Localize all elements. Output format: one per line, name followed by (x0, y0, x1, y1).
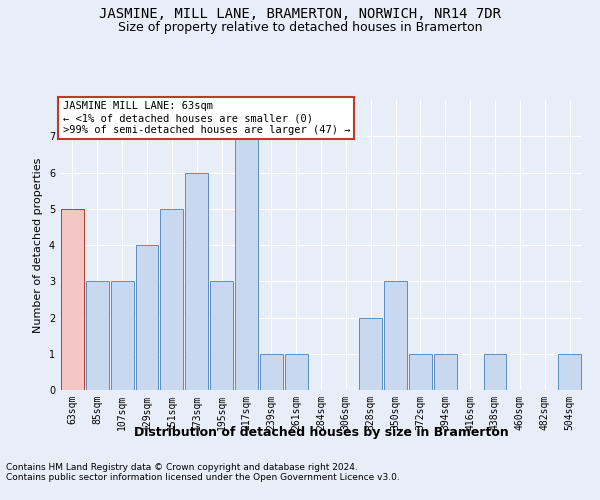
Text: JASMINE, MILL LANE, BRAMERTON, NORWICH, NR14 7DR: JASMINE, MILL LANE, BRAMERTON, NORWICH, … (99, 8, 501, 22)
Bar (434, 354, 457, 390)
Bar (409, 354, 432, 390)
Text: Size of property relative to detached houses in Bramerton: Size of property relative to detached ho… (118, 21, 482, 34)
Text: Contains HM Land Registry data © Crown copyright and database right 2024.: Contains HM Land Registry data © Crown c… (6, 464, 358, 472)
Bar (61, 209, 84, 390)
Bar (210, 281, 233, 390)
Text: JASMINE MILL LANE: 63sqm
← <1% of detached houses are smaller (0)
>99% of semi-d: JASMINE MILL LANE: 63sqm ← <1% of detach… (62, 102, 350, 134)
Y-axis label: Number of detached properties: Number of detached properties (34, 158, 43, 332)
Bar (235, 136, 258, 390)
Bar (359, 318, 382, 390)
Text: Distribution of detached houses by size in Bramerton: Distribution of detached houses by size … (134, 426, 508, 439)
Bar (484, 354, 506, 390)
Bar (260, 354, 283, 390)
Bar (285, 354, 308, 390)
Text: Contains public sector information licensed under the Open Government Licence v3: Contains public sector information licen… (6, 474, 400, 482)
Bar (136, 245, 158, 390)
Bar (558, 354, 581, 390)
Bar (185, 172, 208, 390)
Bar (111, 281, 134, 390)
Bar (384, 281, 407, 390)
Bar (160, 209, 183, 390)
Bar (86, 281, 109, 390)
